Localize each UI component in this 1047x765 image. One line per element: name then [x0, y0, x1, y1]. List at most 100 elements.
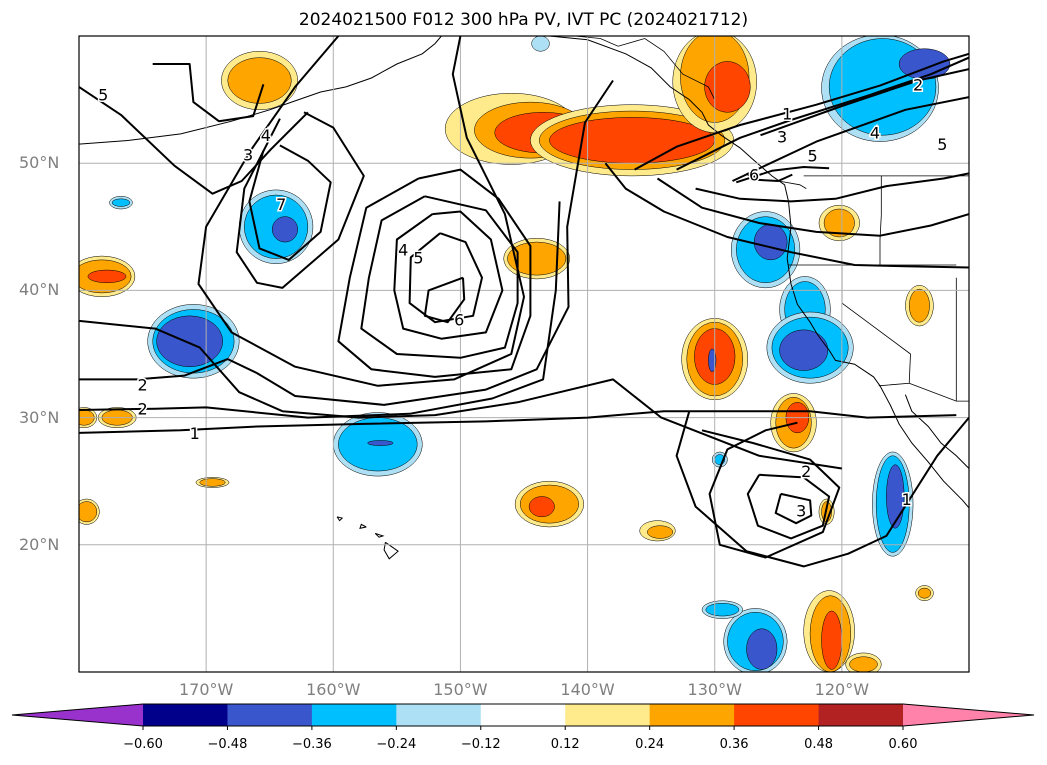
ivt-pc-fill-region [199, 478, 226, 487]
lon-label: 130°W [687, 680, 742, 699]
colorbar-segment [818, 704, 904, 726]
contour-label: 4 [398, 241, 408, 260]
colorbar-segment [311, 704, 397, 726]
pv-contour [248, 144, 332, 261]
pv-contour [656, 177, 969, 237]
coastline [359, 523, 367, 529]
border-line [841, 265, 911, 387]
graticule [79, 36, 969, 672]
ivt-pc-fill-region [708, 348, 717, 373]
contour-label: 6 [454, 311, 464, 330]
ivt-pc-fill-region [753, 224, 788, 261]
pv-contour [676, 56, 969, 171]
colorbar-segment [227, 704, 313, 726]
border-line [909, 382, 969, 402]
coastline [904, 394, 969, 469]
lon-label: 170°W [178, 680, 234, 699]
colorbar-tick-label: 0.60 [888, 737, 918, 752]
colorbar-tick-label: −0.48 [207, 737, 248, 752]
pv-contour [360, 195, 519, 359]
lon-label: 120°W [814, 680, 870, 699]
border-line [778, 180, 807, 189]
contour-label: 2 [137, 400, 147, 419]
coastline [383, 541, 399, 560]
contour-label: 2 [137, 376, 147, 395]
ivt-pc-fill-region [704, 61, 751, 113]
pv-contour [79, 410, 957, 434]
map-title: 2024021500 F012 300 hPa PV, IVT PC (2024… [298, 10, 749, 30]
ivt-pc-fill-region [111, 198, 131, 207]
lon-label: 160°W [306, 680, 361, 699]
ivt-pc-fill-layer [79, 36, 951, 672]
ivt-pc-fill-region [823, 208, 855, 238]
colorbar-tick-label: 0.24 [635, 737, 665, 752]
colorbar-tick-label: −0.24 [376, 737, 417, 752]
ivt-pc-fill-region [917, 587, 932, 599]
pv-contour [423, 276, 466, 324]
ivt-pc-fill-region [531, 36, 550, 52]
colorbar-extend-high [903, 704, 1034, 726]
lon-label: 150°W [433, 680, 488, 699]
coastline [336, 516, 344, 522]
contour-label: 1 [190, 424, 200, 443]
ivt-pc-fill-region [156, 315, 223, 367]
contour-label: 2 [801, 462, 811, 481]
pv-contour [79, 86, 309, 195]
contour-label: 3 [243, 145, 253, 164]
pv-contour [79, 79, 614, 406]
pv-contour [604, 162, 969, 269]
ivt-pc-fill-region [705, 603, 740, 617]
pv-contour [695, 172, 969, 203]
lat-label: 40°N [19, 280, 60, 300]
pv-contour [235, 111, 365, 289]
pv-contour [79, 201, 561, 419]
ivt-pc-fill-region [549, 117, 715, 164]
pv-contour [79, 319, 843, 470]
pv-contour [675, 410, 969, 568]
ivt-pc-fill-region [746, 628, 778, 670]
lat-label: 20°N [19, 534, 60, 554]
contour-label: 7 [276, 195, 286, 214]
coastline [473, 36, 969, 509]
colorbar-tick-label: −0.12 [460, 737, 501, 752]
pv-contour [745, 172, 793, 182]
pv-contour [152, 63, 265, 123]
border-line [879, 215, 882, 265]
ivt-pc-fill-region [886, 464, 905, 529]
contour-label: 2 [913, 75, 923, 94]
pv-contour [393, 210, 504, 340]
contour-label: 5 [98, 86, 108, 105]
contour-label: 5 [413, 248, 423, 267]
coastline [79, 36, 442, 145]
lat-label: 50°N [19, 153, 60, 173]
colorbar-segment [565, 704, 651, 726]
pv-contour [408, 232, 483, 324]
lat-label: 30°N [19, 407, 60, 427]
ivt-pc-fill-region [79, 501, 98, 523]
colorbar-segment [649, 704, 735, 726]
contour-label: 3 [777, 127, 787, 146]
ivt-pc-fill-region [227, 57, 292, 104]
ivt-pc-fill-region [272, 216, 298, 243]
colorbar-tick-label: 0.36 [719, 737, 749, 752]
coastline [374, 532, 385, 538]
colorbar-segment [734, 704, 820, 726]
ivt-pc-fill-region [528, 496, 555, 518]
ivt-pc-fill-region [87, 269, 127, 284]
pv-contour-layer [79, 36, 969, 568]
pv-contour [732, 96, 969, 182]
ivt-pc-fill-region [779, 329, 829, 371]
ivt-pc-fill-region [908, 288, 930, 323]
border-line [574, 36, 716, 100]
pv-contour [701, 421, 841, 559]
colorbar-segment [480, 704, 566, 726]
contour-label: 4 [261, 126, 271, 145]
pv-contour [634, 52, 969, 171]
contour-label: 1 [902, 490, 912, 509]
pv-contour [337, 168, 532, 378]
colorbar-tick-label: 0.12 [550, 737, 580, 752]
colorbar-segment [143, 704, 228, 726]
contour-label: 5 [808, 147, 818, 166]
colorbar-segment [396, 704, 482, 726]
